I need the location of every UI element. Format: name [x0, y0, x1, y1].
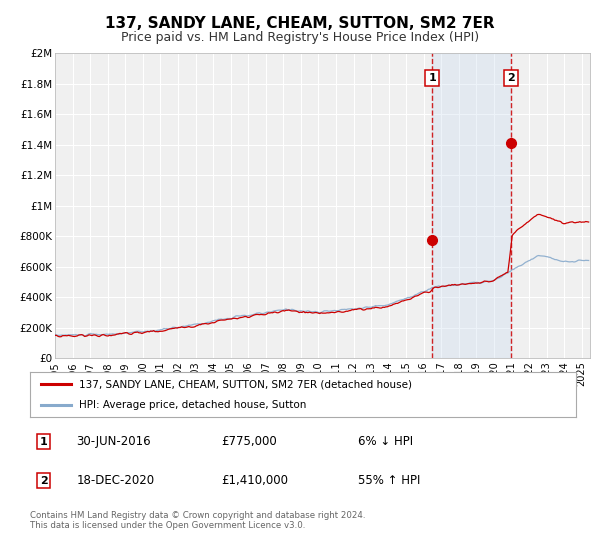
Text: HPI: Average price, detached house, Sutton: HPI: Average price, detached house, Sutt… — [79, 400, 307, 410]
Text: 30-JUN-2016: 30-JUN-2016 — [76, 435, 151, 449]
Text: £775,000: £775,000 — [221, 435, 277, 449]
Text: 137, SANDY LANE, CHEAM, SUTTON, SM2 7ER: 137, SANDY LANE, CHEAM, SUTTON, SM2 7ER — [105, 16, 495, 31]
Text: 6% ↓ HPI: 6% ↓ HPI — [358, 435, 413, 449]
Text: 2: 2 — [40, 476, 47, 486]
Text: 2: 2 — [507, 73, 515, 83]
Text: Price paid vs. HM Land Registry's House Price Index (HPI): Price paid vs. HM Land Registry's House … — [121, 31, 479, 44]
Text: Contains HM Land Registry data © Crown copyright and database right 2024.
This d: Contains HM Land Registry data © Crown c… — [30, 511, 365, 530]
Bar — [433, 53, 511, 358]
Text: 18-DEC-2020: 18-DEC-2020 — [76, 474, 155, 487]
Text: 55% ↑ HPI: 55% ↑ HPI — [358, 474, 420, 487]
Text: 1: 1 — [428, 73, 436, 83]
Text: £1,410,000: £1,410,000 — [221, 474, 288, 487]
Text: 137, SANDY LANE, CHEAM, SUTTON, SM2 7ER (detached house): 137, SANDY LANE, CHEAM, SUTTON, SM2 7ER … — [79, 380, 412, 390]
Text: 1: 1 — [40, 437, 47, 447]
